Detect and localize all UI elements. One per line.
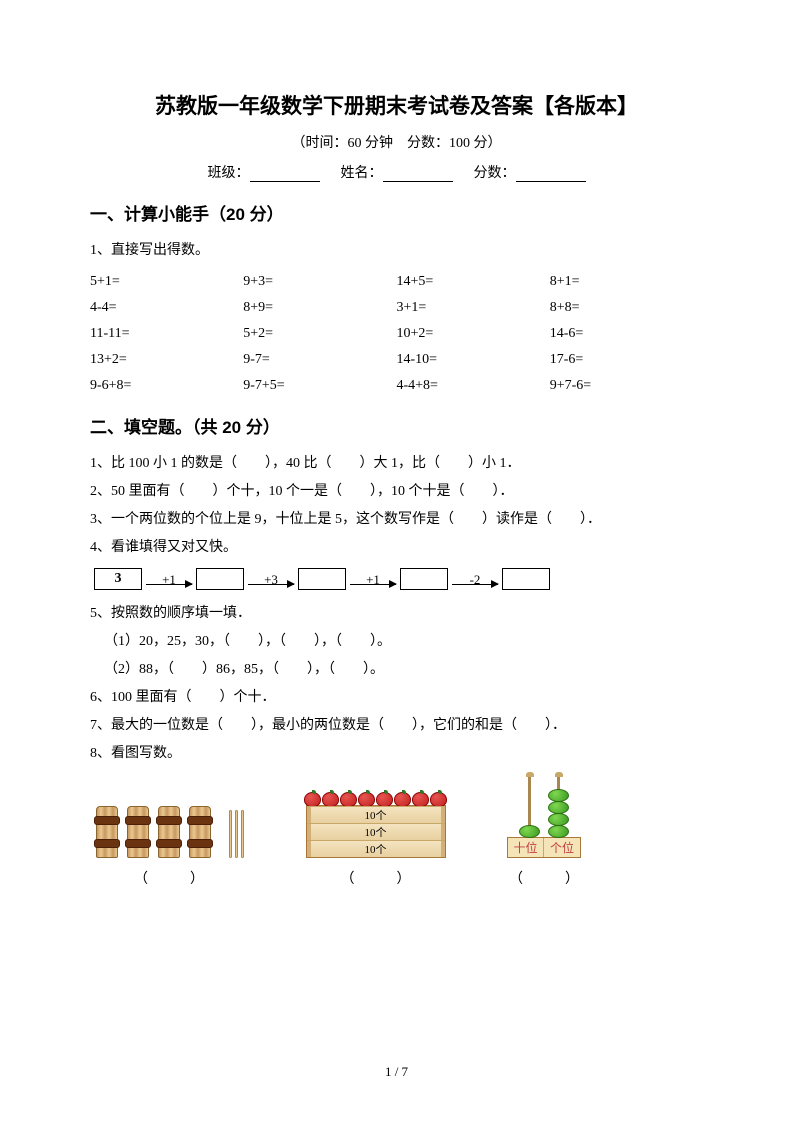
abacus-group: 十位 个位 （ ） [507, 776, 581, 888]
s2-q1: 1、比 100 小 1 的数是（ ），40 比（ ）大 1，比（ ）小 1． [90, 450, 703, 478]
s2-q2: 2、50 里面有（ ）个十，10 个一是（ ），10 个十是（ ）． [90, 478, 703, 506]
calc-cell: 3+1= [397, 295, 550, 321]
calc-cell: 8+8= [550, 295, 703, 321]
q1-intro: 1、直接写出得数。 [90, 237, 703, 265]
name-label: 姓名： [341, 166, 383, 181]
calc-row: 5+1=9+3=14+5=8+1= [90, 269, 703, 295]
calc-cell: 9-7= [243, 347, 396, 373]
name-blank [383, 168, 453, 182]
abacus-image: 十位 个位 [507, 776, 581, 858]
s2-q7: 7、最大的一位数是（ ），最小的两位数是（ ），它们的和是（ ）． [90, 712, 703, 740]
crate-layer-label: 10个 [307, 840, 445, 857]
s2-q4-label: 4、看谁填得又对又快。 [90, 534, 703, 562]
s2-q5-2: （2）88，（ ）86，85，（ ），（ ）。 [90, 656, 703, 684]
calc-cell: 5+2= [243, 321, 396, 347]
class-blank [250, 168, 320, 182]
crate-image: 10个 10个 10个 [304, 792, 447, 858]
calc-row: 9-6+8=9-7+5=4-4+8=9+7-6= [90, 373, 703, 399]
calc-row: 11-11=5+2=10+2=14-6= [90, 321, 703, 347]
sticks-image [94, 806, 244, 858]
s2-q3: 3、一个两位数的个位上是 9，十位上是 5，这个数写作是（ ）读作是（ ）． [90, 506, 703, 534]
crate-group: 10个 10个 10个 （ ） [304, 792, 447, 888]
subtitle: （时间：60 分钟 分数：100 分） [90, 132, 703, 152]
calc-cell: 5+1= [90, 269, 243, 295]
abacus-ones-label: 个位 [544, 838, 580, 857]
calc-cell: 4-4+8= [397, 373, 550, 399]
calc-cell: 11-11= [90, 321, 243, 347]
number-chain: 3 +1 +3 +1 -2 [94, 568, 703, 590]
calc-cell: 14+5= [397, 269, 550, 295]
calc-cell: 9+7-6= [550, 373, 703, 399]
class-label: 班级： [208, 166, 250, 181]
sticks-group: （ ） [94, 806, 244, 888]
s2-q6: 6、100 里面有（ ）个十． [90, 684, 703, 712]
section2-header: 二、填空题。（共 20 分） [90, 413, 703, 438]
answer-paren: （ ） [134, 868, 204, 888]
crate-layer-label: 10个 [307, 806, 445, 823]
chain-box [400, 568, 448, 590]
main-title: 苏教版一年级数学下册期末考试卷及答案【各版本】 [90, 90, 703, 120]
calc-cell: 4-4= [90, 295, 243, 321]
score-blank [516, 168, 586, 182]
chain-box [196, 568, 244, 590]
answer-paren: （ ） [509, 868, 579, 888]
calc-cell: 14-10= [397, 347, 550, 373]
chain-arrow: +1 [146, 573, 192, 586]
score-label: 分数： [474, 166, 516, 181]
crate-layer-label: 10个 [307, 823, 445, 840]
page-footer: 1 / 7 [0, 1064, 793, 1080]
chain-arrow: +3 [248, 573, 294, 586]
s2-q8-label: 8、看图写数。 [90, 740, 703, 768]
calc-cell: 10+2= [397, 321, 550, 347]
calc-table: 5+1=9+3=14+5=8+1= 4-4=8+9=3+1=8+8= 11-11… [90, 269, 703, 399]
calc-cell: 8+1= [550, 269, 703, 295]
chain-box [502, 568, 550, 590]
calc-cell: 9-7+5= [243, 373, 396, 399]
calc-cell: 9+3= [243, 269, 396, 295]
chain-arrow: +1 [350, 573, 396, 586]
calc-cell: 17-6= [550, 347, 703, 373]
s2-q5-1: （1）20，25，30，（ ），（ ），（ ）。 [90, 628, 703, 656]
chain-box [298, 568, 346, 590]
calc-cell: 8+9= [243, 295, 396, 321]
chain-arrow: -2 [452, 573, 498, 586]
chain-box-start: 3 [94, 568, 142, 590]
calc-cell: 9-6+8= [90, 373, 243, 399]
calc-row: 4-4=8+9=3+1=8+8= [90, 295, 703, 321]
abacus-tens-label: 十位 [508, 838, 544, 857]
images-row: （ ） 10个 10个 10个 （ ） [90, 776, 703, 888]
calc-cell: 13+2= [90, 347, 243, 373]
answer-paren: （ ） [341, 868, 411, 888]
calc-cell: 14-6= [550, 321, 703, 347]
s2-q5-label: 5、按照数的顺序填一填． [90, 600, 703, 628]
section1-header: 一、计算小能手（20 分） [90, 200, 703, 225]
calc-row: 13+2=9-7=14-10=17-6= [90, 347, 703, 373]
info-line: 班级： 姓名： 分数： [90, 162, 703, 182]
